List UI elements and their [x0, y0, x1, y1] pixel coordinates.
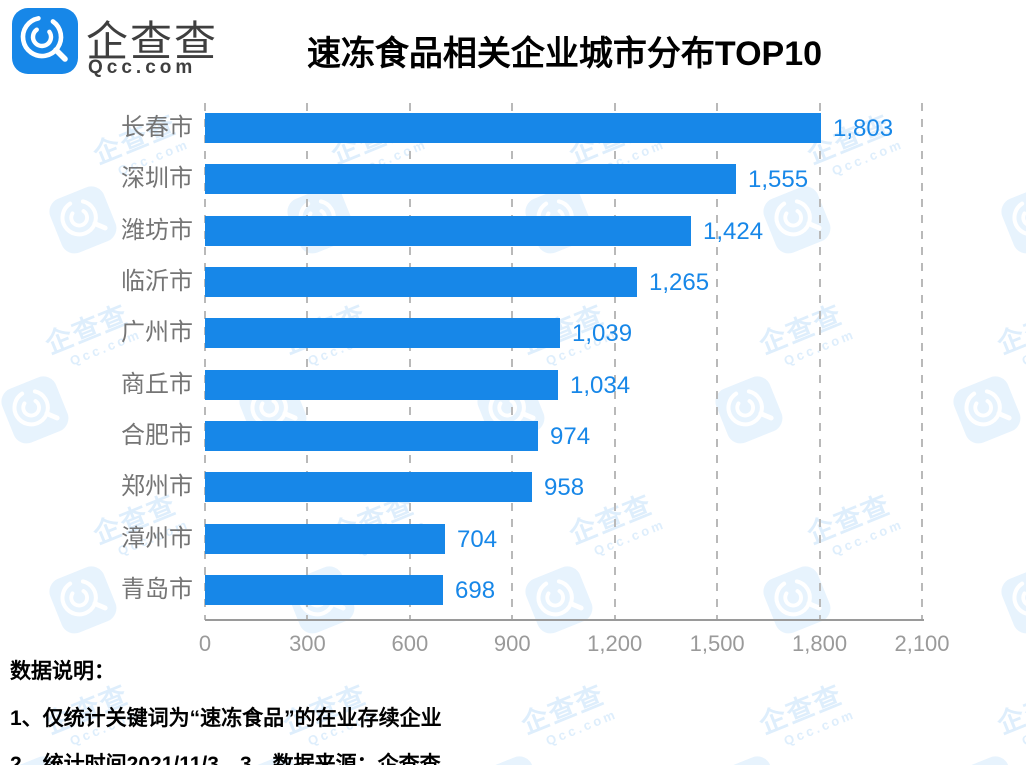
x-tick-label: 1,800: [792, 631, 848, 656]
logo-text-en: Qcc.com: [88, 57, 197, 78]
category-label: 广州市: [121, 319, 193, 346]
bar-row: 青岛市 698: [0, 575, 1026, 605]
note-2: 2、统计时间2021/11/3 3、数据来源：企查查: [10, 753, 441, 765]
category-label: 合肥市: [121, 422, 193, 449]
x-tick-label: 1,200: [587, 631, 643, 656]
category-label: 漳州市: [121, 525, 193, 552]
value-label: 698: [455, 577, 496, 604]
bar: [205, 164, 736, 194]
value-label: 1,803: [833, 115, 894, 142]
x-tick-label: 900: [493, 631, 531, 656]
x-tick-label: 1,500: [689, 631, 745, 656]
bar-row: 商丘市 1,034: [0, 370, 1026, 400]
gridline: [511, 103, 514, 620]
category-label: 深圳市: [121, 165, 193, 192]
bar: [205, 575, 443, 605]
notes-heading: 数据说明：: [10, 660, 115, 683]
gridline: [716, 103, 719, 620]
category-label: 潍坊市: [121, 217, 193, 244]
note-1: 1、仅统计关键词为“速冻食品”的在业存续企业: [10, 707, 442, 730]
logo-text-cn: 企查查: [86, 18, 219, 65]
bar: [205, 267, 637, 297]
bar-row: 郑州市 958: [0, 472, 1026, 502]
value-label: 1,039: [572, 320, 633, 347]
value-label: 1,555: [748, 166, 809, 193]
bar-row: 临沂市 1,265: [0, 267, 1026, 297]
data-notes: 数据说明： 1、仅统计关键词为“速冻食品”的在业存续企业 2、统计时间2021/…: [10, 655, 442, 765]
bar: [205, 318, 560, 348]
x-tick-label: 0: [198, 631, 212, 656]
bar-row: 广州市 1,039: [0, 318, 1026, 348]
chart-title: 速冻食品相关企业城市分布TOP10: [306, 35, 823, 73]
bar: [205, 524, 445, 554]
bar: [205, 421, 538, 451]
gridline: [818, 103, 821, 620]
bar-row: 长春市 1,803: [0, 113, 1026, 143]
bar-row: 漳州市 704: [0, 524, 1026, 554]
x-axis-line: [205, 619, 924, 621]
x-tick-label: 300: [289, 631, 326, 656]
x-tick-label: 2,100: [894, 631, 950, 656]
bar-row: 合肥市 974: [0, 421, 1026, 451]
value-label: 1,034: [570, 372, 631, 399]
gridline: [204, 103, 206, 620]
bar-row: 潍坊市 1,424: [0, 216, 1026, 246]
category-label: 郑州市: [121, 473, 193, 500]
value-label: 958: [544, 474, 585, 501]
category-label: 商丘市: [121, 371, 193, 398]
bar-row: 深圳市 1,555: [0, 164, 1026, 194]
gridline: [306, 103, 309, 620]
bar: [205, 472, 532, 502]
x-tick-label: 600: [391, 631, 429, 656]
gridline: [921, 103, 923, 620]
bar: [205, 370, 558, 400]
value-label: 1,424: [703, 218, 764, 245]
category-label: 长春市: [121, 114, 193, 141]
category-label: 青岛市: [121, 576, 193, 603]
value-label: 1,265: [649, 269, 710, 296]
bar: [205, 216, 691, 246]
value-label: 974: [550, 423, 591, 450]
gridline: [408, 103, 411, 620]
value-label: 704: [457, 526, 498, 553]
qcc-logo: [12, 8, 78, 74]
gridline: [613, 103, 616, 620]
category-label: 临沂市: [121, 268, 193, 295]
bar: [205, 113, 821, 143]
